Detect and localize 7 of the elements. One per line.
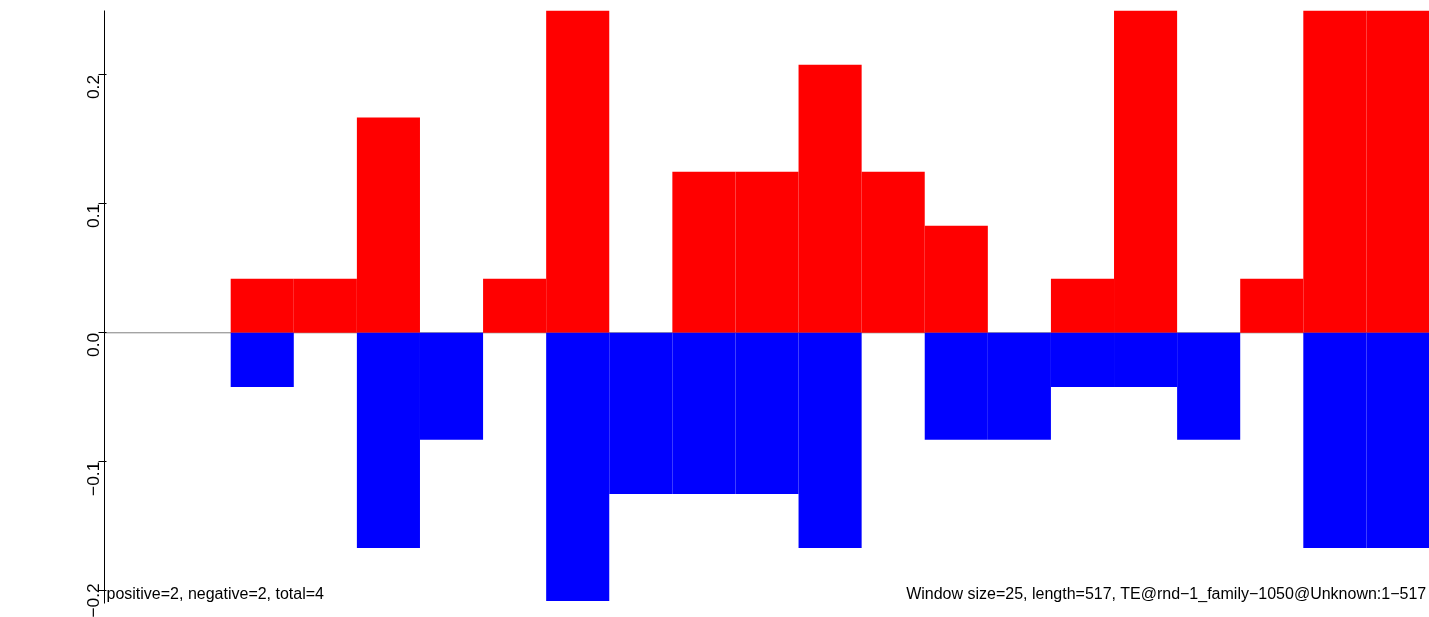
y-tick-label: 0.0 <box>83 332 104 357</box>
y-tick-label: 0.1 <box>83 203 104 228</box>
annotation: positive=2, negative=2, total=4 <box>106 584 325 602</box>
y-tick-label: 0.2 <box>83 74 104 100</box>
annotation: Window size=25, length=517, TE@rnd−1_family−1050@Unknown:1−517 <box>906 584 1427 603</box>
y-tick-label: −0.1 <box>83 461 104 496</box>
y-tick-label: −0.2 <box>83 583 104 617</box>
